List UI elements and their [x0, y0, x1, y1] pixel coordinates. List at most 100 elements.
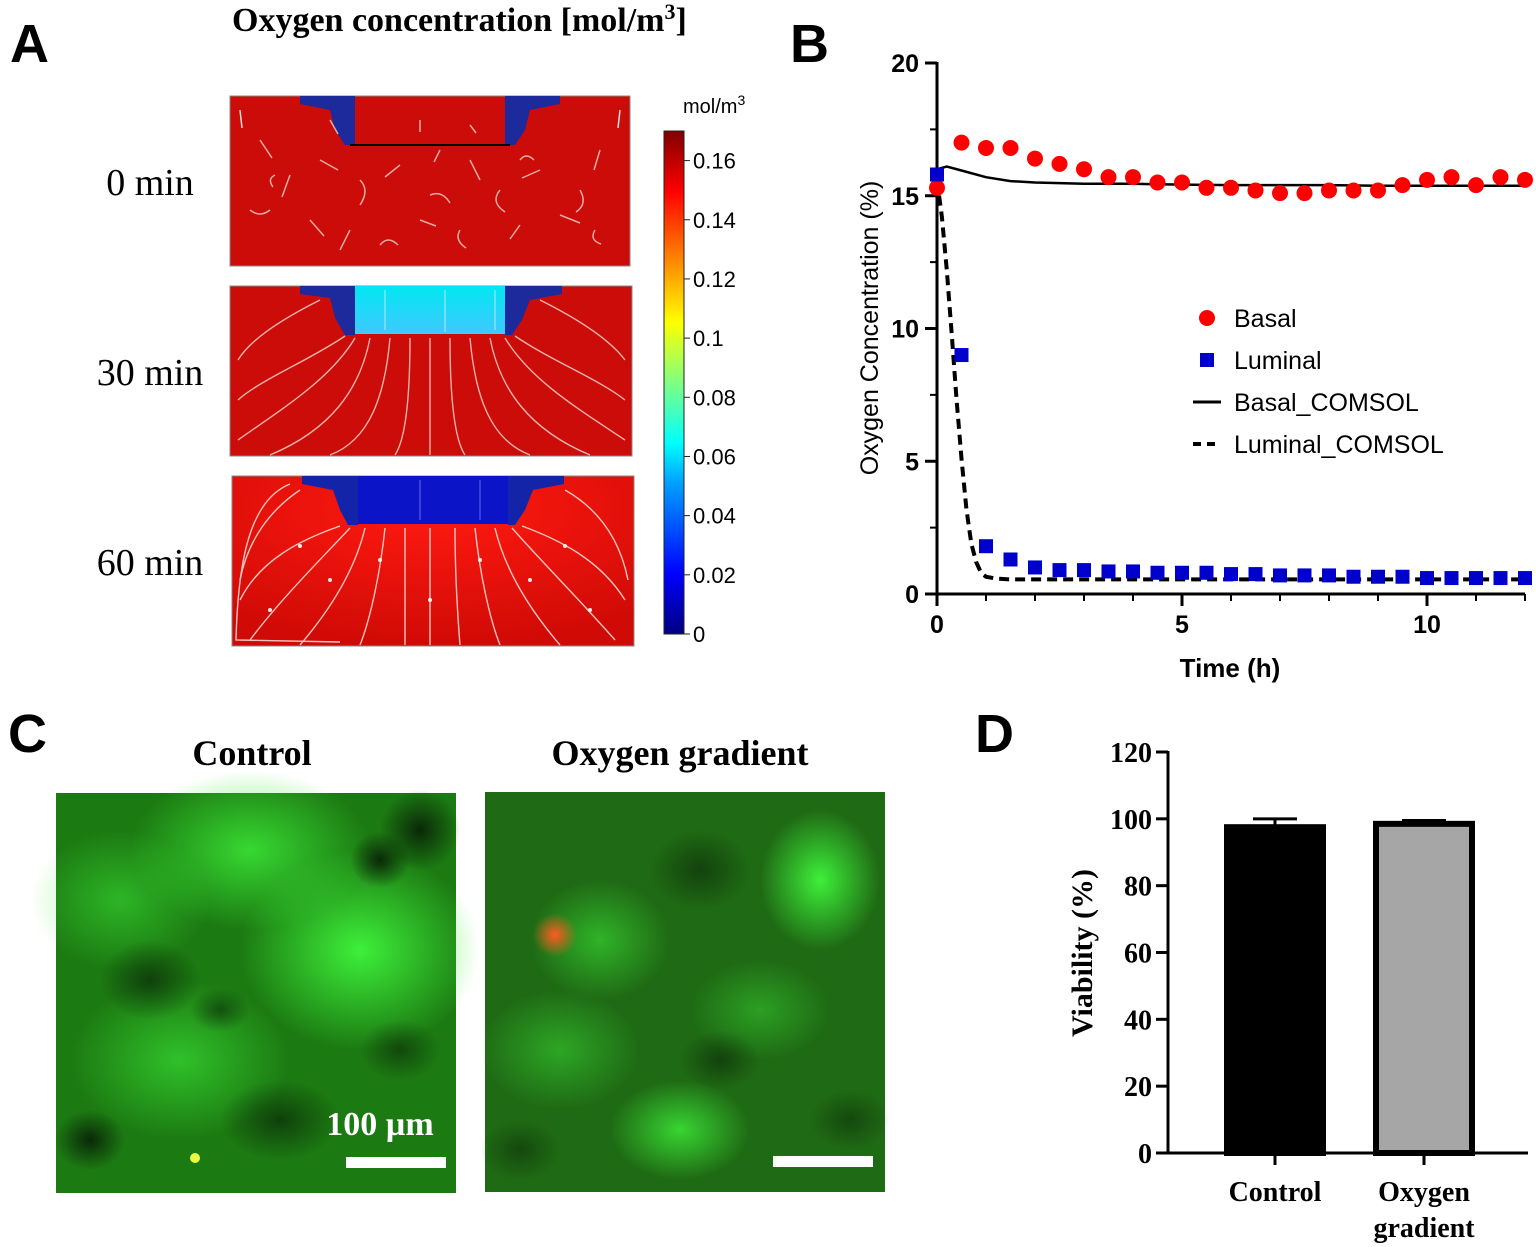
basal-point [929, 179, 945, 196]
legend-marker [1200, 353, 1214, 367]
y-axis-label-b: Oxygen Concentration (%) [856, 181, 884, 476]
legend-item-basal-comsol: Basal_COMSOL [1193, 389, 1419, 417]
luminal-point [1322, 568, 1336, 583]
basal-point [1247, 182, 1264, 199]
panel-b: B 0 5 10 15 20 0 5 10 Time (h) Oxygen Concentra… [790, 14, 1533, 683]
basal-point [978, 139, 994, 156]
y-tick-label-d: 40 [1124, 1005, 1152, 1036]
panel-letter-c: C [8, 704, 47, 764]
y-tick-label-b: 15 [891, 183, 919, 211]
legend-label: Basal_COMSOL [1234, 389, 1419, 417]
legend-item-basal: Basal [1199, 305, 1297, 333]
basal-point [1076, 161, 1092, 178]
basal-point [1002, 139, 1019, 156]
panel-a: A Oxygen concentration [mol/m3] 0 min [10, 0, 745, 647]
colorbar-tick-label: 0.14 [693, 208, 736, 233]
legend-label: Basal [1234, 305, 1297, 333]
luminal-point [1469, 571, 1483, 586]
y-tick-label-b: 5 [905, 448, 919, 476]
luminal-point [1493, 571, 1508, 586]
y-tick-label-b: 20 [891, 50, 919, 78]
legend-label: Luminal [1234, 347, 1322, 375]
simulation-frame-30min [229, 285, 633, 457]
basal-point [1468, 177, 1484, 194]
luminal-point [1395, 569, 1410, 584]
luminal-point [1077, 563, 1091, 578]
panel-c: C Control Oxygen gradient 100 µm [8, 704, 890, 1193]
basal-point [1296, 185, 1313, 202]
basal-point [1370, 182, 1386, 199]
luminal-point [1150, 565, 1165, 580]
x-axis-label-b: Time (h) [1180, 653, 1281, 683]
line-scatter-chart: 0 5 10 15 20 0 5 10 [891, 50, 1533, 639]
basal-point [1345, 182, 1362, 199]
luminal-point [1101, 564, 1116, 579]
luminal-point [1175, 565, 1189, 580]
basal-point [1321, 182, 1337, 199]
legend-b: Basal Luminal Basal_COMSOL Luminal_COMSOL [1193, 305, 1444, 459]
luminal-point [1224, 567, 1238, 582]
luminal-point [1518, 571, 1532, 586]
micrograph-label-oxygen-gradient: Oxygen gradient [552, 733, 809, 773]
basal-point [1027, 150, 1043, 167]
scale-bar-label: 100 µm [326, 1106, 433, 1143]
colorbar-tick-label: 0.02 [693, 563, 736, 588]
legend-item-luminal: Luminal [1200, 347, 1322, 375]
bar-oxygen-gradient [1373, 820, 1475, 1156]
bar-control [1224, 824, 1326, 1156]
basal-point [1492, 169, 1509, 186]
y-tick-label-b: 0 [905, 581, 919, 609]
colorbar-tick-label: 0.12 [693, 267, 736, 292]
y-tick-label-d: 0 [1138, 1139, 1152, 1170]
basal-point [1272, 185, 1288, 202]
y-tick-label-d: 20 [1124, 1072, 1152, 1103]
legend-item-luminal-comsol: Luminal_COMSOL [1193, 431, 1444, 459]
legend-marker [1199, 310, 1215, 326]
y-tick-label-d: 100 [1110, 805, 1152, 836]
basal-point [1443, 169, 1460, 186]
category-label: gradient [1373, 1213, 1475, 1244]
luminal-point [1297, 568, 1312, 583]
luminal-point [1420, 571, 1434, 586]
luminal-point [1273, 568, 1287, 583]
time-label-0min: 0 min [106, 162, 194, 204]
basal-point [1223, 179, 1239, 196]
scale-bar-control [346, 1157, 446, 1168]
basal-point [1125, 169, 1141, 186]
panel-letter-d: D [975, 704, 1014, 764]
basal-point [1517, 171, 1533, 188]
luminal-point [1052, 563, 1067, 578]
x-tick-label-b: 5 [1175, 611, 1189, 639]
y-tick-label-d: 120 [1110, 738, 1152, 769]
y-tick-label-b: 10 [891, 316, 919, 344]
bar-chart: 0 20 40 60 80 100 120 Control Oxygen gradient [1110, 738, 1528, 1244]
luminal-point [1126, 564, 1140, 579]
series-line-luminal-comsol [935, 179, 1525, 582]
colorbar-tick-label: 0.06 [693, 444, 736, 469]
y-tick-label-d: 60 [1124, 939, 1152, 970]
simulation-frame-0min [229, 95, 631, 267]
panel-letter-b: B [790, 14, 829, 74]
basal-point [1394, 177, 1411, 194]
time-label-30min: 30 min [97, 352, 204, 394]
basal-point [1419, 171, 1435, 188]
y-axis-label-d: Viability (%) [1066, 869, 1099, 1037]
y-tick-label-d: 80 [1124, 872, 1152, 903]
micrograph-control: 100 µm [30, 770, 480, 1193]
colorbar-unit: mol/m3 [683, 92, 745, 118]
colorbar-tick-label: 0.04 [693, 504, 736, 529]
luminal-point [1371, 569, 1385, 584]
colorbar-tick-label: 0 [693, 622, 705, 647]
panel-d: D 0 20 40 60 80 100 120 Control Oxygen gradient V… [975, 704, 1528, 1244]
luminal-point [1199, 565, 1214, 580]
basal-point [953, 134, 970, 151]
scale-bar-oxygen-gradient [773, 1156, 873, 1167]
luminal-point [1028, 560, 1042, 575]
luminal-point [1346, 569, 1361, 584]
basal-point [1198, 179, 1215, 196]
colorbar-tick-label: 0.1 [693, 326, 724, 351]
legend-label: Luminal_COMSOL [1234, 431, 1444, 459]
basal-point [1174, 174, 1190, 191]
simulation-frame-60min [231, 475, 635, 647]
luminal-point [930, 167, 944, 182]
